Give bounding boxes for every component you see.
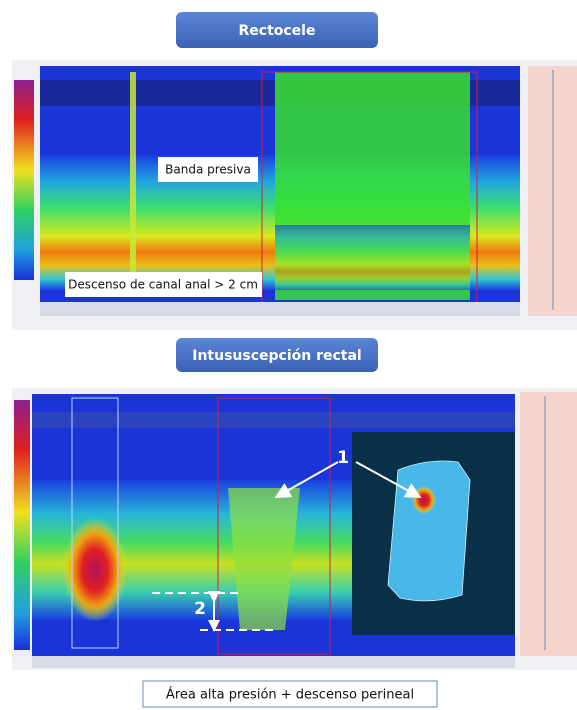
panel-title: Intususcepción rectal [192,348,361,364]
panel-title: Rectocele [239,23,316,39]
marker-label: 1 [337,448,349,468]
annotation: Banda presiva [165,163,251,177]
figure: Rectocele Banda presiva Descenso de cana… [0,0,577,710]
annotation: Descenso de canal anal > 2 cm [68,278,258,292]
caption: Área alta presión + descenso perineal [166,687,414,703]
manometry-screenshot [12,388,577,670]
marker-label: 2 [194,599,206,619]
